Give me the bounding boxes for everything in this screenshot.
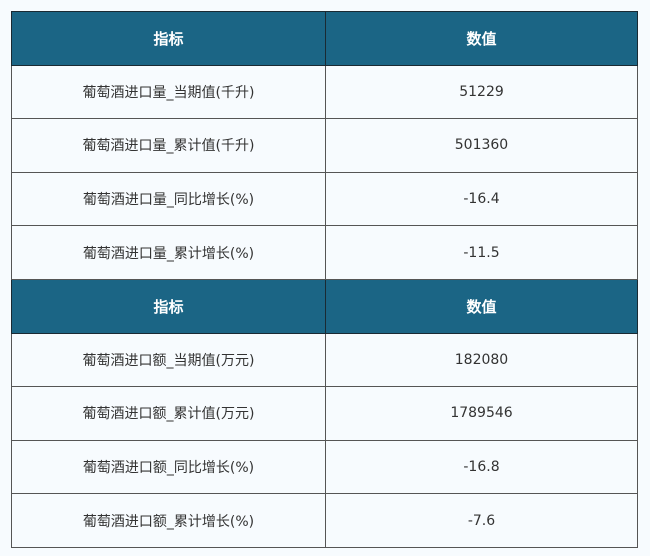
table-row: 葡萄酒进口量_累计增长(%) -11.5 [11, 225, 638, 280]
table-row: 葡萄酒进口额_累计增长(%) -7.6 [11, 493, 638, 548]
row-label: 葡萄酒进口量_累计增长(%) [11, 225, 326, 280]
table-row: 葡萄酒进口量_同比增长(%) -16.4 [11, 171, 638, 227]
header-value: 数值 [325, 278, 638, 334]
row-label: 葡萄酒进口额_同比增长(%) [11, 439, 326, 495]
row-value: 501360 [325, 118, 638, 173]
row-value: 1789546 [325, 386, 638, 441]
header-indicator: 指标 [11, 278, 326, 334]
table-row: 葡萄酒进口额_当期值(万元) 182080 [11, 332, 638, 388]
row-label: 葡萄酒进口额_累计增长(%) [11, 493, 326, 548]
row-label: 葡萄酒进口额_累计值(万元) [11, 386, 326, 441]
row-label: 葡萄酒进口量_同比增长(%) [11, 171, 326, 227]
row-value: -16.4 [325, 171, 638, 227]
row-value: -11.5 [325, 225, 638, 280]
row-label: 葡萄酒进口量_累计值(千升) [11, 118, 326, 173]
row-value: -7.6 [325, 493, 638, 548]
table-row: 葡萄酒进口量_当期值(千升) 51229 [11, 64, 638, 120]
wine-import-table: 指标 数值 葡萄酒进口量_当期值(千升) 51229 葡萄酒进口量_累计值(千升)… [11, 11, 638, 548]
row-label: 葡萄酒进口额_当期值(万元) [11, 332, 326, 388]
row-value: -16.8 [325, 439, 638, 495]
header-row: 指标 数值 [11, 278, 638, 334]
header-value: 数值 [325, 11, 638, 66]
row-value: 182080 [325, 332, 638, 388]
header-indicator: 指标 [11, 11, 326, 66]
table-row: 葡萄酒进口量_累计值(千升) 501360 [11, 118, 638, 173]
header-row: 指标 数值 [11, 11, 638, 66]
table-row: 葡萄酒进口额_累计值(万元) 1789546 [11, 386, 638, 441]
table-row: 葡萄酒进口额_同比增长(%) -16.8 [11, 439, 638, 495]
row-label: 葡萄酒进口量_当期值(千升) [11, 64, 326, 120]
row-value: 51229 [325, 64, 638, 120]
